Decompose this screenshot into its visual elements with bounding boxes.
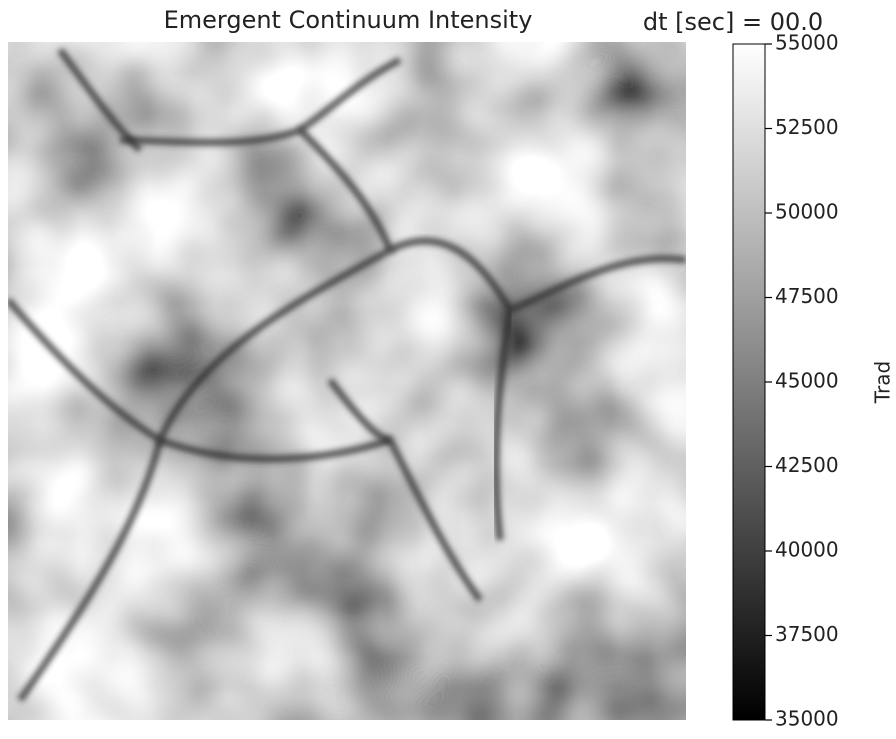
chart-title: Emergent Continuum Intensity xyxy=(164,6,533,34)
colorbar-tick-label: 45000 xyxy=(775,369,839,393)
image-texture xyxy=(8,42,686,720)
colorbar-tick-label: 47500 xyxy=(775,284,839,308)
intensity-image xyxy=(8,42,686,720)
colorbar-tick-label: 55000 xyxy=(775,31,839,55)
colorbar-label: Trad xyxy=(871,361,895,404)
colorbar-tick-label: 40000 xyxy=(775,538,839,562)
colorbar: 35000 37500 40000 42500 45000 47500 50000 52500… xyxy=(733,31,895,731)
colorbar-gradient xyxy=(733,44,765,720)
chart: Emergent Continuum Intensity dt [sec] = … xyxy=(0,0,896,735)
colorbar-tick-label: 52500 xyxy=(775,115,839,139)
colorbar-tick-label: 42500 xyxy=(775,453,839,477)
colorbar-tick-label: 35000 xyxy=(775,707,839,731)
colorbar-tick-label: 37500 xyxy=(775,622,839,646)
colorbar-tick-label: 50000 xyxy=(775,200,839,224)
